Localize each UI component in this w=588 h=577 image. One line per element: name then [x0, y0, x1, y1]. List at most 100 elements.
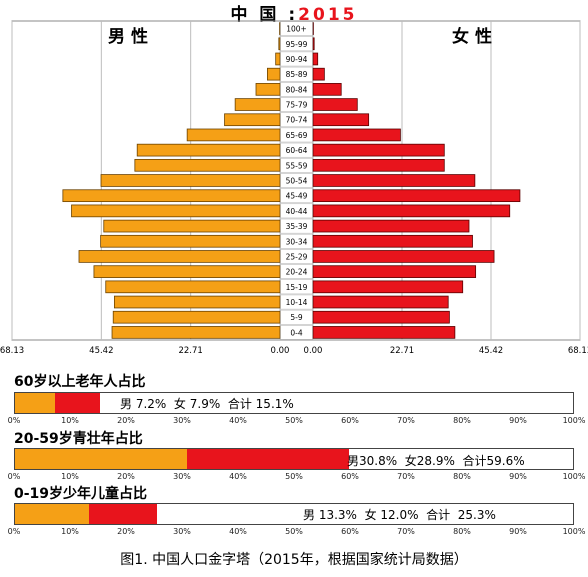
age-label-5-9: 5-9: [290, 313, 302, 322]
bar-female-75-79: [312, 98, 358, 111]
pct-tick-label: 70%: [397, 416, 415, 425]
pct-tick-label: 70%: [397, 527, 415, 536]
age-label-0-4: 0-4: [290, 328, 302, 337]
bar-seg-female-elderly: [55, 393, 100, 413]
x-tick-label: 68.13: [568, 346, 588, 356]
section-title-elderly: 60岁以上老年人占比: [14, 374, 146, 390]
pct-tick-label: 10%: [61, 527, 79, 536]
bar-female-20-24: [312, 265, 477, 278]
left-series-label: 男 性: [108, 26, 148, 47]
age-label-80-84: 80-84: [286, 85, 308, 94]
bar-female-30-34: [312, 234, 473, 248]
age-label-15-19: 15-19: [286, 283, 308, 292]
bar-female-85-89: [312, 67, 325, 81]
age-label-75-79: 75-79: [286, 101, 308, 110]
age-label-box: [280, 249, 313, 264]
age-label-box: [280, 112, 313, 128]
x-tick-label: 22.71: [390, 346, 414, 356]
age-label-10-14: 10-14: [286, 298, 308, 307]
x-tick-label: 0.00: [304, 346, 323, 356]
bar-female-0-4: [312, 326, 456, 339]
age-label-40-44: 40-44: [286, 207, 308, 216]
bar-male-5-9: [112, 310, 281, 324]
title-year: 2015: [298, 5, 358, 25]
bar-female-15-19: [312, 280, 464, 294]
pct-tick-label: 10%: [61, 472, 79, 481]
age-label-box: [280, 142, 313, 158]
bar-male-50-54: [100, 174, 281, 187]
bar-male-40-44: [71, 204, 281, 218]
x-tick-label: 45.42: [89, 346, 113, 356]
pct-tick-label: 10%: [61, 416, 79, 425]
bar-female-50-54: [312, 174, 476, 187]
pct-tick-label: 60%: [341, 472, 359, 481]
bar-female-90-94: [312, 52, 319, 66]
stacked-bar-youth: [14, 503, 574, 525]
pct-tick-label: 50%: [285, 416, 303, 425]
age-label-20-24: 20-24: [286, 268, 308, 277]
pct-tick-label: 0%: [7, 416, 21, 425]
bar-female-55-59: [312, 158, 445, 172]
bar-seg-male-elderly: [15, 393, 56, 413]
bar-seg-female-youth: [89, 504, 157, 524]
title-prefix: 中 国 :: [230, 5, 299, 25]
pct-tick-label: 30%: [173, 416, 191, 425]
stacked-bar-adult: [14, 448, 574, 470]
age-label-box: [280, 82, 313, 97]
right-series-label: 女 性: [452, 26, 492, 47]
bar-male-55-59: [134, 158, 281, 172]
bar-male-0-4: [111, 326, 281, 339]
section-title-youth: 0-19岁少年儿童占比: [14, 486, 148, 502]
pct-tick-label: 30%: [173, 472, 191, 481]
pct-tick-label: 90%: [509, 527, 527, 536]
bar-female-10-14: [312, 295, 449, 309]
bar-male-90-94: [275, 52, 281, 66]
age-label-100+: 100+: [286, 25, 307, 34]
age-label-box: [280, 218, 313, 234]
age-label-65-69: 65-69: [286, 131, 308, 140]
pct-tick-label: 50%: [285, 527, 303, 536]
population-pyramid: 男 性 女 性 0-4 5-9 10-14 15-19 20-24 25-29 30-34 35-…: [0, 20, 588, 356]
x-tick-label: 68.13: [0, 346, 24, 356]
bar-female-45-49: [312, 189, 521, 203]
age-label-35-39: 35-39: [286, 222, 308, 231]
stacked-bar-elderly: [14, 392, 574, 414]
age-label-box: [280, 309, 313, 325]
bar-male-10-14: [113, 295, 281, 309]
pct-tick-label: 70%: [397, 472, 415, 481]
x-tick-label: 22.71: [178, 346, 202, 356]
age-label-box: [280, 203, 313, 219]
pct-tick-label: 20%: [117, 472, 135, 481]
bar-female-70-74: [312, 113, 370, 127]
bar-male-75-79: [234, 98, 281, 111]
bar-female-95-99: [312, 37, 315, 51]
age-label-30-34: 30-34: [286, 237, 308, 246]
age-label-box: [280, 97, 313, 112]
pct-tick-label: 0%: [7, 527, 21, 536]
pct-tick-label: 0%: [7, 472, 21, 481]
pct-tick-label: 40%: [229, 527, 247, 536]
age-label-box: [280, 279, 313, 295]
age-label-60-64: 60-64: [286, 146, 308, 155]
age-label-box: [280, 173, 313, 188]
bar-male-15-19: [105, 280, 281, 294]
pct-tick-label: 30%: [173, 527, 191, 536]
bar-seg-male-adult: [15, 449, 188, 469]
pct-tick-label: 60%: [341, 416, 359, 425]
pct-tick-label: 50%: [285, 472, 303, 481]
pct-tick-label: 100%: [562, 527, 586, 536]
age-label-box: [280, 36, 313, 52]
age-label-70-74: 70-74: [286, 116, 308, 125]
age-label-box: [280, 21, 313, 36]
age-label-box: [280, 294, 313, 310]
age-label-box: [280, 264, 313, 279]
age-label-90-94: 90-94: [286, 55, 308, 64]
pct-tick-label: 40%: [229, 472, 247, 481]
bar-male-35-39: [103, 219, 281, 233]
bar-female-25-29: [312, 250, 495, 263]
pct-tick-label: 80%: [453, 527, 471, 536]
pct-tick-label: 90%: [509, 472, 527, 481]
pct-tick-label: 20%: [117, 416, 135, 425]
stat-text-adult: 男30.8% 女28.9% 合计59.6%: [347, 454, 525, 468]
bar-seg-male-youth: [15, 504, 90, 524]
